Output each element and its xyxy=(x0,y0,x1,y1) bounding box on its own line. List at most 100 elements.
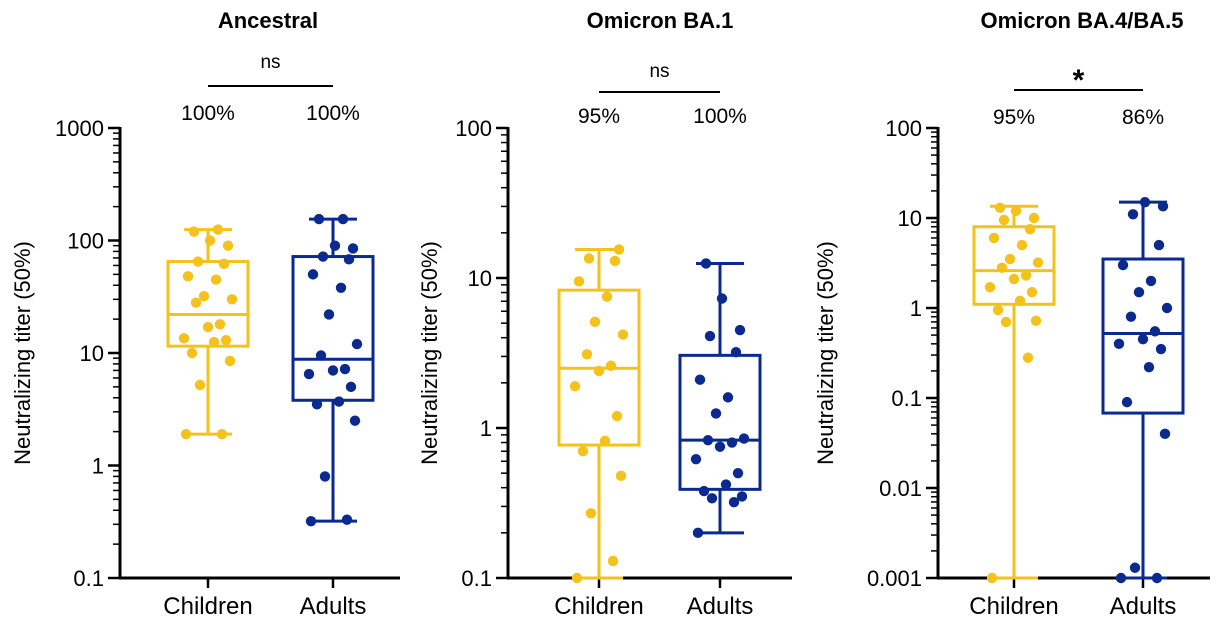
data-point xyxy=(192,256,204,267)
data-point xyxy=(996,262,1008,273)
chart-title: Omicron BA.4/BA.5 xyxy=(981,8,1184,33)
data-point xyxy=(585,508,597,519)
category-label-children: Children xyxy=(969,593,1058,620)
data-point xyxy=(351,338,363,350)
data-point xyxy=(734,324,746,336)
data-point xyxy=(311,399,323,410)
data-point xyxy=(609,255,621,267)
category-label-children: Children xyxy=(163,593,252,620)
data-point xyxy=(571,572,583,584)
data-point xyxy=(617,329,629,340)
data-point xyxy=(1161,302,1173,314)
data-point xyxy=(1153,239,1165,251)
data-point xyxy=(984,282,996,293)
data-point xyxy=(1159,428,1171,440)
data-point xyxy=(702,434,714,446)
data-point xyxy=(738,433,750,444)
data-point xyxy=(569,380,581,392)
chart-panel-1: Ancestral ns 100% 100% 0.1 1 10 100 1000 Neutrali… xyxy=(10,8,400,620)
data-point xyxy=(710,408,722,419)
data-point xyxy=(607,555,619,567)
data-point xyxy=(1026,286,1038,298)
box-series-children xyxy=(972,202,1056,584)
data-point xyxy=(613,244,625,255)
data-point xyxy=(1115,572,1127,584)
data-point xyxy=(323,309,335,320)
data-point xyxy=(194,379,206,391)
data-point xyxy=(1137,334,1149,345)
data-point xyxy=(188,226,200,237)
data-point xyxy=(214,319,226,330)
y-tick-label: 10 xyxy=(468,266,492,291)
data-point xyxy=(313,213,325,225)
iqr-box xyxy=(1101,257,1185,415)
data-point xyxy=(583,253,595,264)
data-point xyxy=(327,365,339,376)
data-point xyxy=(1145,275,1157,287)
data-point xyxy=(339,363,351,375)
category-label-adults: Adults xyxy=(1110,593,1177,620)
y-tick-label: 1000 xyxy=(55,116,104,141)
y-tick-label: 100 xyxy=(67,229,104,254)
data-point xyxy=(1121,396,1133,408)
data-point xyxy=(1127,209,1139,220)
category-label-adults: Adults xyxy=(687,593,754,620)
data-point xyxy=(1149,326,1161,337)
percent-label-children: 95% xyxy=(578,105,620,128)
data-point xyxy=(694,374,706,385)
percent-label-children: 95% xyxy=(993,106,1035,129)
data-point xyxy=(1151,572,1163,584)
data-point xyxy=(726,437,738,448)
data-point xyxy=(307,269,319,280)
data-point xyxy=(722,392,734,403)
data-point xyxy=(706,493,718,504)
data-point xyxy=(601,291,613,302)
data-point xyxy=(1004,253,1016,265)
data-point xyxy=(1125,311,1137,322)
chart-title: Omicron BA.1 xyxy=(587,8,734,33)
data-point xyxy=(347,243,359,254)
data-point xyxy=(611,410,623,422)
data-point xyxy=(1022,352,1034,363)
data-point xyxy=(581,349,593,360)
chart-panel-2: Omicron BA.1 ns 95% 100% 0.1 1 10 100 Neutralizi… xyxy=(417,8,792,620)
chart-panel-3: Omicron BA.4/BA.5 * 95% 86% 0.001 0.01 0.1 1 10 1… xyxy=(813,8,1210,620)
data-point xyxy=(573,276,585,287)
data-point xyxy=(319,471,331,482)
iqr-box xyxy=(972,225,1056,306)
data-point xyxy=(226,294,238,305)
data-point xyxy=(1008,273,1020,285)
data-point xyxy=(986,572,998,584)
category-label-adults: Adults xyxy=(300,593,367,620)
data-point xyxy=(1117,259,1129,271)
data-point xyxy=(337,213,349,225)
data-point xyxy=(222,240,234,251)
data-point xyxy=(615,470,627,482)
data-point xyxy=(315,350,327,361)
significance-label: ns xyxy=(260,52,280,73)
data-point xyxy=(1010,205,1022,217)
data-point xyxy=(728,497,740,508)
data-point xyxy=(994,202,1006,213)
category-label-children: Children xyxy=(554,593,643,620)
data-point xyxy=(345,381,357,393)
data-point xyxy=(589,316,601,328)
box-series-adults xyxy=(291,213,375,527)
data-point xyxy=(1113,338,1125,350)
data-point xyxy=(593,365,605,377)
y-tick-label: 100 xyxy=(455,116,492,141)
data-point xyxy=(218,258,230,270)
data-point xyxy=(303,368,315,380)
y-axis-label: Neutralizing titer (50%) xyxy=(10,241,35,465)
data-point xyxy=(1129,562,1141,573)
data-point xyxy=(1014,295,1026,307)
data-point xyxy=(329,240,341,251)
data-point xyxy=(343,254,355,265)
data-point xyxy=(998,214,1010,226)
y-tick-label: 1 xyxy=(910,296,922,321)
data-point xyxy=(224,355,236,367)
y-tick-label: 0.1 xyxy=(73,566,104,591)
box-series-children xyxy=(557,244,641,584)
y-tick-label: 10 xyxy=(898,206,922,231)
data-point xyxy=(1024,224,1036,235)
